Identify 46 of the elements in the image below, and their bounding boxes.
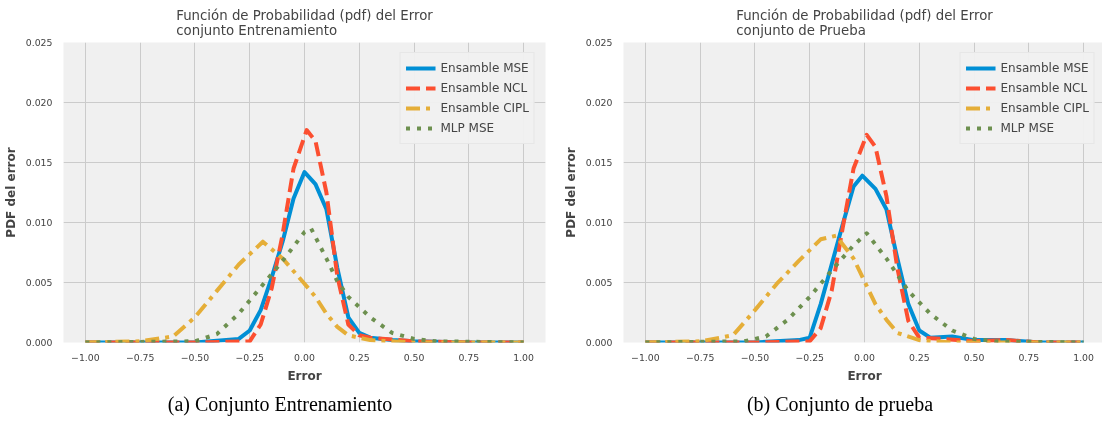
- legend-label: Ensamble MSE: [440, 61, 529, 75]
- y-tick-label: 0.005: [585, 277, 613, 288]
- x-axis-title: Error: [847, 368, 882, 383]
- y-axis-title: PDF del error: [3, 147, 18, 238]
- chart-title: Función de Probabilidad (pdf) del Error conjunto Entrenamiento: [176, 7, 434, 38]
- y-tick-label: 0.020: [585, 97, 613, 108]
- x-tick-label: 1.00: [513, 351, 535, 363]
- x-tick-label: 0.25: [348, 351, 370, 363]
- y-tick-label: 0.000: [585, 337, 613, 348]
- x-tick-label: 0.75: [458, 351, 480, 363]
- x-tick-label: −0.75: [685, 351, 715, 363]
- y-axis-title: PDF del error: [563, 147, 578, 238]
- y-tick-label: 0.005: [25, 277, 53, 288]
- x-axis-title: Error: [287, 368, 322, 383]
- text: (b) Conjunto de prueba: [746, 392, 934, 418]
- legend-label: Ensamble CIPL: [1000, 101, 1089, 115]
- y-tick-label: 0.000: [25, 337, 53, 348]
- legend-label: Ensamble MSE: [1000, 61, 1089, 75]
- x-tick-label: 0.75: [1018, 351, 1040, 363]
- y-tick-label: 0.020: [25, 97, 53, 108]
- x-tick-label: −0.50: [180, 351, 210, 363]
- x-tick-label: 0.50: [403, 351, 425, 363]
- y-tick-label: 0.015: [585, 157, 613, 168]
- x-tick-label: −0.25: [795, 351, 825, 363]
- y-tick-label: 0.015: [25, 157, 53, 168]
- x-tick-label: −1.00: [631, 351, 660, 363]
- y-tick-label: 0.025: [25, 37, 53, 48]
- x-tick-label: 0.00: [294, 351, 315, 363]
- x-tick-label: 1.00: [1073, 351, 1095, 363]
- chart-title: Función de Probabilidad (pdf) del Error conjunto de Prueba: [736, 7, 994, 38]
- legend-label: Ensamble NCL: [1000, 81, 1088, 95]
- legend-label: Ensamble CIPL: [440, 101, 529, 115]
- x-tick-label: −0.50: [740, 351, 770, 363]
- y-tick-label: 0.025: [585, 37, 613, 48]
- x-tick-label: −0.25: [235, 351, 265, 363]
- x-tick-label: 0.50: [963, 351, 985, 363]
- legend-label: MLP MSE: [1000, 121, 1055, 135]
- y-tick-label: 0.010: [25, 217, 53, 228]
- x-tick-label: −1.00: [71, 351, 100, 363]
- x-tick-label: 0.00: [854, 351, 875, 363]
- y-tick-label: 0.010: [585, 217, 613, 228]
- legend-label: Ensamble NCL: [440, 81, 528, 95]
- text: (a) Conjunto Entrenamiento: [167, 392, 393, 418]
- x-tick-label: −0.75: [125, 351, 155, 363]
- x-tick-label: 0.25: [908, 351, 930, 363]
- legend-label: MLP MSE: [440, 121, 495, 135]
